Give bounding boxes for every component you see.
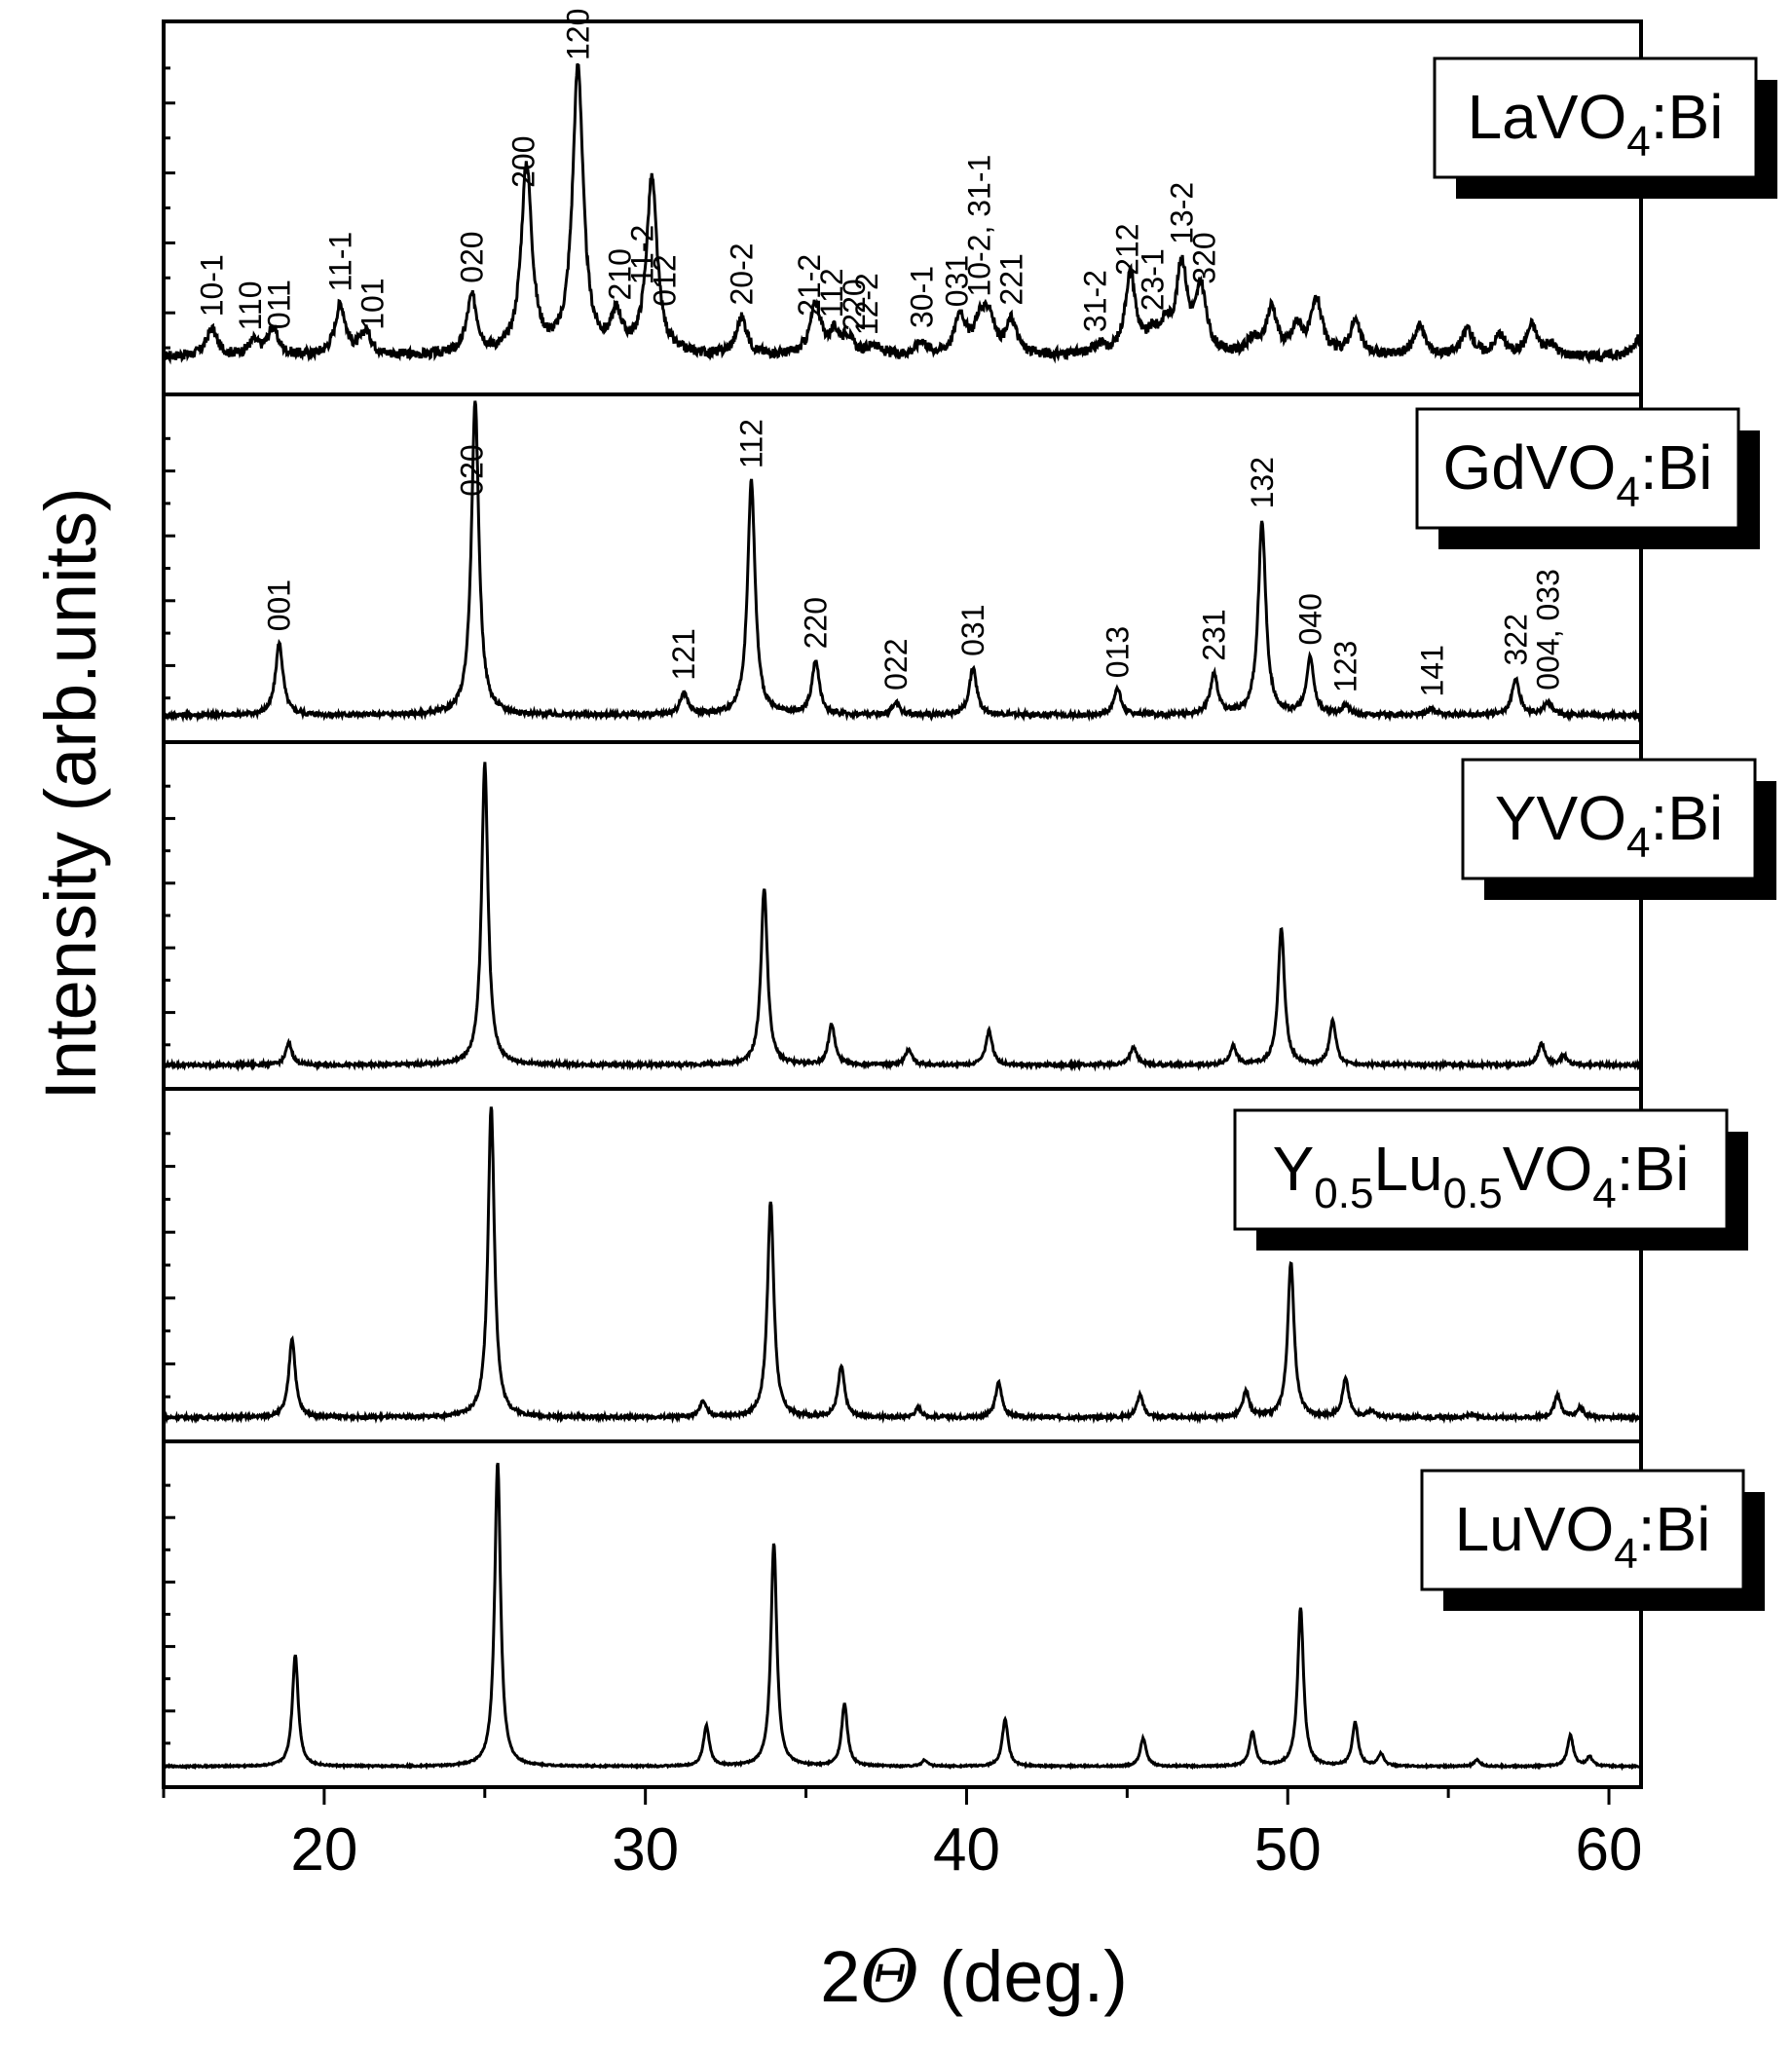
peak-point <box>978 324 982 328</box>
peak-label: 10-2, 31-1 <box>962 155 997 297</box>
peak-label: 30-1 <box>904 266 939 328</box>
panel-frame <box>162 740 1643 1091</box>
peak-label: 031 <box>940 255 975 307</box>
peak-point <box>1151 338 1155 342</box>
x-tick-label: 20 <box>290 1816 357 1884</box>
peak-label: 121 <box>666 628 701 680</box>
peak-label: 11-2 <box>624 225 659 285</box>
peak-point <box>1164 331 1168 335</box>
label-box <box>1461 758 1757 880</box>
peak-label: 020 <box>455 444 490 496</box>
peak-label: 004, 033 <box>1530 569 1565 691</box>
peak-label: 210 <box>602 248 637 300</box>
peak-label: 011 <box>262 280 297 329</box>
label-box <box>1420 1469 1745 1591</box>
series-line <box>163 1106 1643 1425</box>
peak-label: 221 <box>994 253 1029 305</box>
peak-label: 112 <box>814 268 849 317</box>
sample-label: LuVO4:Bi <box>1455 1494 1711 1578</box>
peak-label: 123 <box>1328 641 1363 692</box>
peak-label: 200 <box>505 136 541 188</box>
peak-label: 320 <box>1187 232 1222 283</box>
series-line <box>163 1462 1643 1772</box>
series-line <box>162 762 1642 1072</box>
label-box <box>1233 1108 1729 1231</box>
peak-label: 231 <box>1196 609 1231 660</box>
peak-label: 13-2 <box>1164 182 1199 244</box>
peak-label: 040 <box>1292 593 1327 645</box>
series-line <box>163 62 1643 365</box>
x-axis: 20 30 40 50 60 <box>162 1787 1643 1884</box>
peak-label: 110 <box>233 280 268 330</box>
peak-label: 120 <box>560 9 595 60</box>
sample-label: YVO4:Bi <box>1495 783 1723 867</box>
peak-label: 012 <box>648 254 683 306</box>
series-line <box>162 400 1643 724</box>
x-axis-title-theta: Θ <box>860 1935 919 2019</box>
panel-frame <box>162 19 1643 396</box>
x-axis-title-prefix: 2 <box>820 1936 860 2017</box>
x-tick-label: 60 <box>1576 1816 1643 1884</box>
panel-3: YVO4:Bi <box>162 740 1776 1091</box>
peak-label: 322 <box>1498 614 1533 665</box>
peak-label: 11-1 <box>322 232 357 292</box>
peak-label: 220 <box>799 597 834 649</box>
peak-label: 141 <box>1415 645 1450 696</box>
peak-label: 132 <box>1245 457 1280 508</box>
peak-point <box>988 317 991 321</box>
panel-4: Y0.5Lu0.5VO4:Bi <box>162 1087 1748 1443</box>
peak-label: 31-2 <box>1077 270 1112 332</box>
peak-label: 21-2 <box>792 254 827 317</box>
peak-label: 001 <box>262 579 297 631</box>
sample-label: Y0.5Lu0.5VO4:Bi <box>1273 1134 1690 1217</box>
peak-point <box>615 317 618 321</box>
sample-label: GdVO4:Bi <box>1442 432 1712 516</box>
label-box <box>1433 56 1758 179</box>
sample-label: LaVO4:Bi <box>1468 82 1724 166</box>
peak-label: 031 <box>955 605 990 656</box>
x-axis-title-suffix: (deg.) <box>919 1936 1128 2017</box>
peak-label: 101 <box>355 278 390 329</box>
peak-label: 112 <box>734 419 769 468</box>
x-tick-label: 50 <box>1254 1816 1322 1884</box>
peak-point <box>1295 327 1299 331</box>
peak-label: 20-2 <box>725 243 760 305</box>
peak-point <box>833 334 837 338</box>
x-axis-title: 2Θ (deg.) <box>820 1935 1128 2019</box>
peak-label: 212 <box>1109 224 1144 276</box>
peak-label: 020 <box>455 231 490 282</box>
x-tick-label: 40 <box>933 1816 1000 1884</box>
peak-label: 12-2 <box>849 273 884 335</box>
panel-frame <box>162 1439 1643 1789</box>
label-box <box>1415 407 1740 530</box>
peak-label: 23-1 <box>1136 248 1171 311</box>
panel-5: LuVO4:Bi <box>162 1439 1765 1789</box>
y-axis-title: Intensity (arb.units) <box>30 487 111 1100</box>
peak-label: 013 <box>1101 626 1136 678</box>
peak-label: 10-1 <box>195 254 230 317</box>
peak-label: 220 <box>837 279 872 330</box>
x-tick-label: 30 <box>612 1816 679 1884</box>
peak-label: 022 <box>878 639 914 691</box>
